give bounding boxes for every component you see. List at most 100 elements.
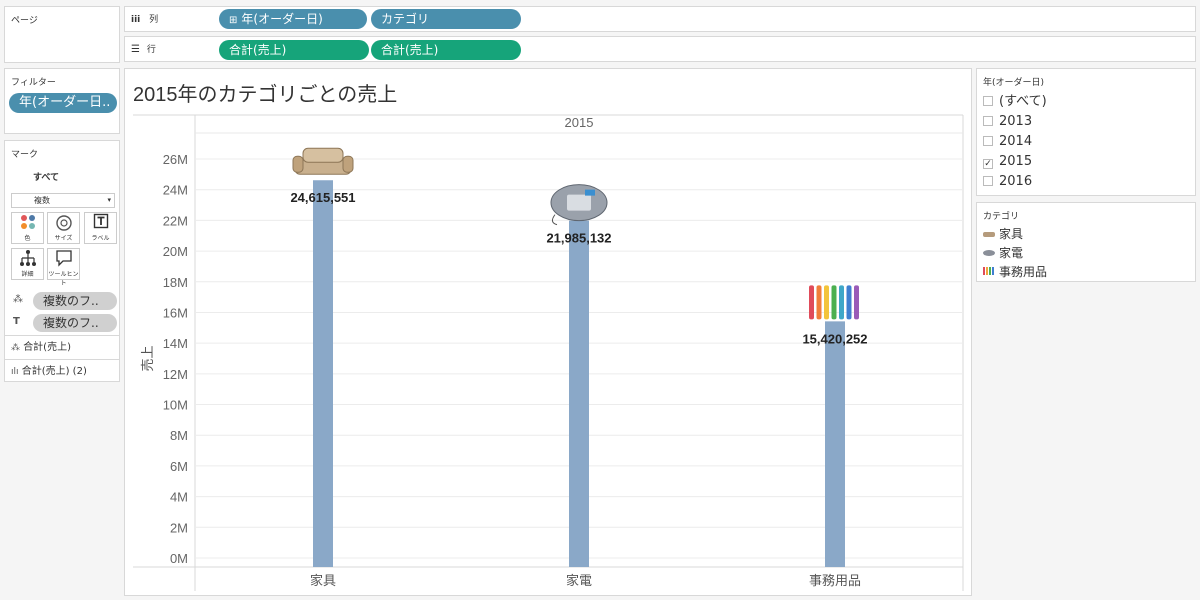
detail-icon — [12, 249, 43, 269]
marks-field-pill-2[interactable]: 複数のフ.. — [33, 314, 117, 332]
row-pill-sales-2-label: 合計(売上) — [381, 43, 439, 57]
checkbox[interactable] — [983, 96, 993, 106]
multi-mark-icon: ⁂ — [11, 343, 20, 353]
column-pill-year-label: 年(オーダー日) — [241, 12, 323, 26]
year-option-label: 2016 — [999, 174, 1033, 189]
marks-section-sales-2[interactable]: ılı 合計(売上) (2) — [5, 359, 119, 383]
y-tick-label: 20M — [163, 244, 188, 259]
columns-label: iii 列 — [131, 7, 158, 33]
marks-all-tab[interactable]: すべて — [33, 173, 60, 183]
sofa-icon — [983, 227, 995, 245]
year-option-label: 2014 — [999, 134, 1033, 149]
year-option-label: (すべて) — [999, 94, 1047, 109]
checkbox[interactable] — [983, 116, 993, 126]
legend-item-furniture[interactable]: 家具 — [983, 225, 1023, 245]
column-pill-category[interactable]: カテゴリ — [371, 9, 521, 29]
row-pill-sales-1-label: 合計(売上) — [229, 43, 287, 57]
mark-type-label: 複数 — [34, 196, 50, 205]
year-option[interactable]: 2014 — [983, 133, 1032, 151]
bar-0[interactable] — [313, 180, 333, 567]
rows-label-text: 行 — [146, 45, 156, 55]
pens-icon — [983, 265, 995, 283]
color-button[interactable]: 色 — [11, 212, 44, 244]
y-tick-label: 14M — [163, 336, 188, 351]
value-label-1: 21,985,132 — [546, 231, 611, 246]
pages-panel: ページ — [4, 6, 120, 63]
marks-section-sales[interactable]: ⁂ 合計(売上) — [5, 335, 119, 359]
columns-shelf[interactable]: iii 列 ⊞ 年(オーダー日) カテゴリ — [124, 6, 1196, 32]
year-filter-card: 年(オーダー日) (すべて) 2013 2014 ✓ 2015 2016 — [976, 68, 1196, 196]
column-header-year: 2015 — [565, 115, 594, 130]
value-label-0: 24,615,551 — [290, 190, 355, 205]
bar-mark-icon: ılı — [11, 367, 19, 377]
marks-field-pill-2-label: 複数のフ.. — [43, 316, 99, 330]
chart-title: 2015年のカテゴリごとの売上 — [133, 83, 397, 106]
y-tick-label: 18M — [163, 275, 188, 290]
column-pill-category-label: カテゴリ — [381, 12, 430, 26]
y-tick-label: 12M — [163, 367, 188, 382]
marks-field-pill-1-label: 複数のフ.. — [43, 294, 99, 308]
filters-panel: フィルター 年(オーダー日.. — [4, 68, 120, 134]
label-button[interactable]: ラベル — [84, 212, 117, 244]
legend-item-appliances-label: 家電 — [999, 246, 1024, 260]
year-option[interactable]: 2016 — [983, 173, 1032, 191]
sofa-icon — [292, 147, 354, 175]
category-legend: カテゴリ 家具 家電 事務用品 — [976, 202, 1196, 282]
column-pill-year[interactable]: ⊞ 年(オーダー日) — [219, 9, 367, 29]
y-tick-label: 10M — [163, 398, 188, 413]
tooltip-icon — [48, 249, 79, 269]
pages-title: ページ — [11, 16, 38, 26]
y-tick-label: 22M — [163, 213, 188, 228]
bar-1[interactable] — [569, 220, 589, 567]
color-field-icon: ⁂ — [13, 294, 23, 305]
checkbox[interactable] — [983, 136, 993, 146]
marks-title: マーク — [11, 150, 39, 160]
chart-panel: 2015年のカテゴリごとの売上 2015 0M 2M 4M 6M 8M 10M 12M 14M 1… — [124, 68, 972, 596]
label-icon — [85, 213, 116, 233]
year-option-label: 2015 — [999, 154, 1033, 169]
y-tick-label: 2M — [170, 520, 188, 535]
size-button[interactable]: サイズ — [47, 212, 80, 244]
y-tick-label: 24M — [163, 183, 188, 198]
chevron-down-icon[interactable]: ▾ — [107, 196, 111, 204]
filter-pill-year[interactable]: 年(オーダー日.. — [9, 93, 117, 113]
mark-type-dropdown[interactable]: 複数 ▾ — [11, 193, 115, 208]
marks-field-pill-1[interactable]: 複数のフ.. — [33, 292, 117, 310]
checkbox-checked[interactable]: ✓ — [983, 159, 993, 169]
legend-item-appliances[interactable]: 家電 — [983, 244, 1023, 264]
year-option[interactable]: (すべて) — [983, 93, 1047, 111]
legend-item-office[interactable]: 事務用品 — [983, 263, 1047, 283]
year-filter-title: 年(オーダー日) — [983, 78, 1045, 88]
tooltip-button-label: ツールヒント — [48, 271, 79, 287]
phone-icon — [983, 246, 995, 264]
filters-title: フィルター — [11, 78, 56, 88]
detail-button-label: 詳細 — [21, 271, 34, 278]
row-pill-sales-1[interactable]: 合計(売上) — [219, 40, 369, 60]
y-tick-label: 8M — [170, 428, 188, 443]
y-axis-label: 売上 — [140, 345, 155, 371]
checkbox[interactable] — [983, 176, 993, 186]
y-tick-label: 0M — [170, 551, 188, 566]
marks-panel: マーク すべて 複数 ▾ 色 サイズ ラベル 詳細 ツールヒント ⁂ 複数のフ. — [4, 140, 120, 382]
filter-pill-year-label: 年(オーダー日.. — [19, 95, 111, 110]
year-option-label: 2013 — [999, 114, 1033, 129]
chart-layer: 2015 0M 2M 4M 6M 8M 10M 12M 14M 16M 18M 20M 22M 24M 26… — [133, 114, 964, 591]
category-label-2: 事務用品 — [809, 573, 861, 588]
y-tick-label: 16M — [163, 305, 188, 320]
category-legend-title: カテゴリ — [983, 212, 1020, 222]
label-button-label: ラベル — [91, 235, 110, 242]
size-button-label: サイズ — [54, 235, 73, 242]
category-label-1: 家電 — [566, 573, 592, 588]
value-label-2: 15,420,252 — [802, 331, 867, 346]
legend-item-furniture-label: 家具 — [999, 227, 1024, 241]
bar-2[interactable] — [825, 321, 845, 567]
year-option[interactable]: ✓ 2015 — [983, 153, 1032, 171]
rows-icon: ☰ — [131, 44, 140, 55]
expand-icon[interactable]: ⊞ — [229, 15, 238, 26]
rows-shelf[interactable]: ☰ 行 合計(売上) 合計(売上) — [124, 36, 1196, 62]
columns-label-text: 列 — [149, 15, 159, 25]
tooltip-button[interactable]: ツールヒント — [47, 248, 80, 287]
year-option[interactable]: 2013 — [983, 113, 1032, 131]
row-pill-sales-2[interactable]: 合計(売上) — [371, 40, 521, 60]
detail-button[interactable]: 詳細 — [11, 248, 44, 280]
